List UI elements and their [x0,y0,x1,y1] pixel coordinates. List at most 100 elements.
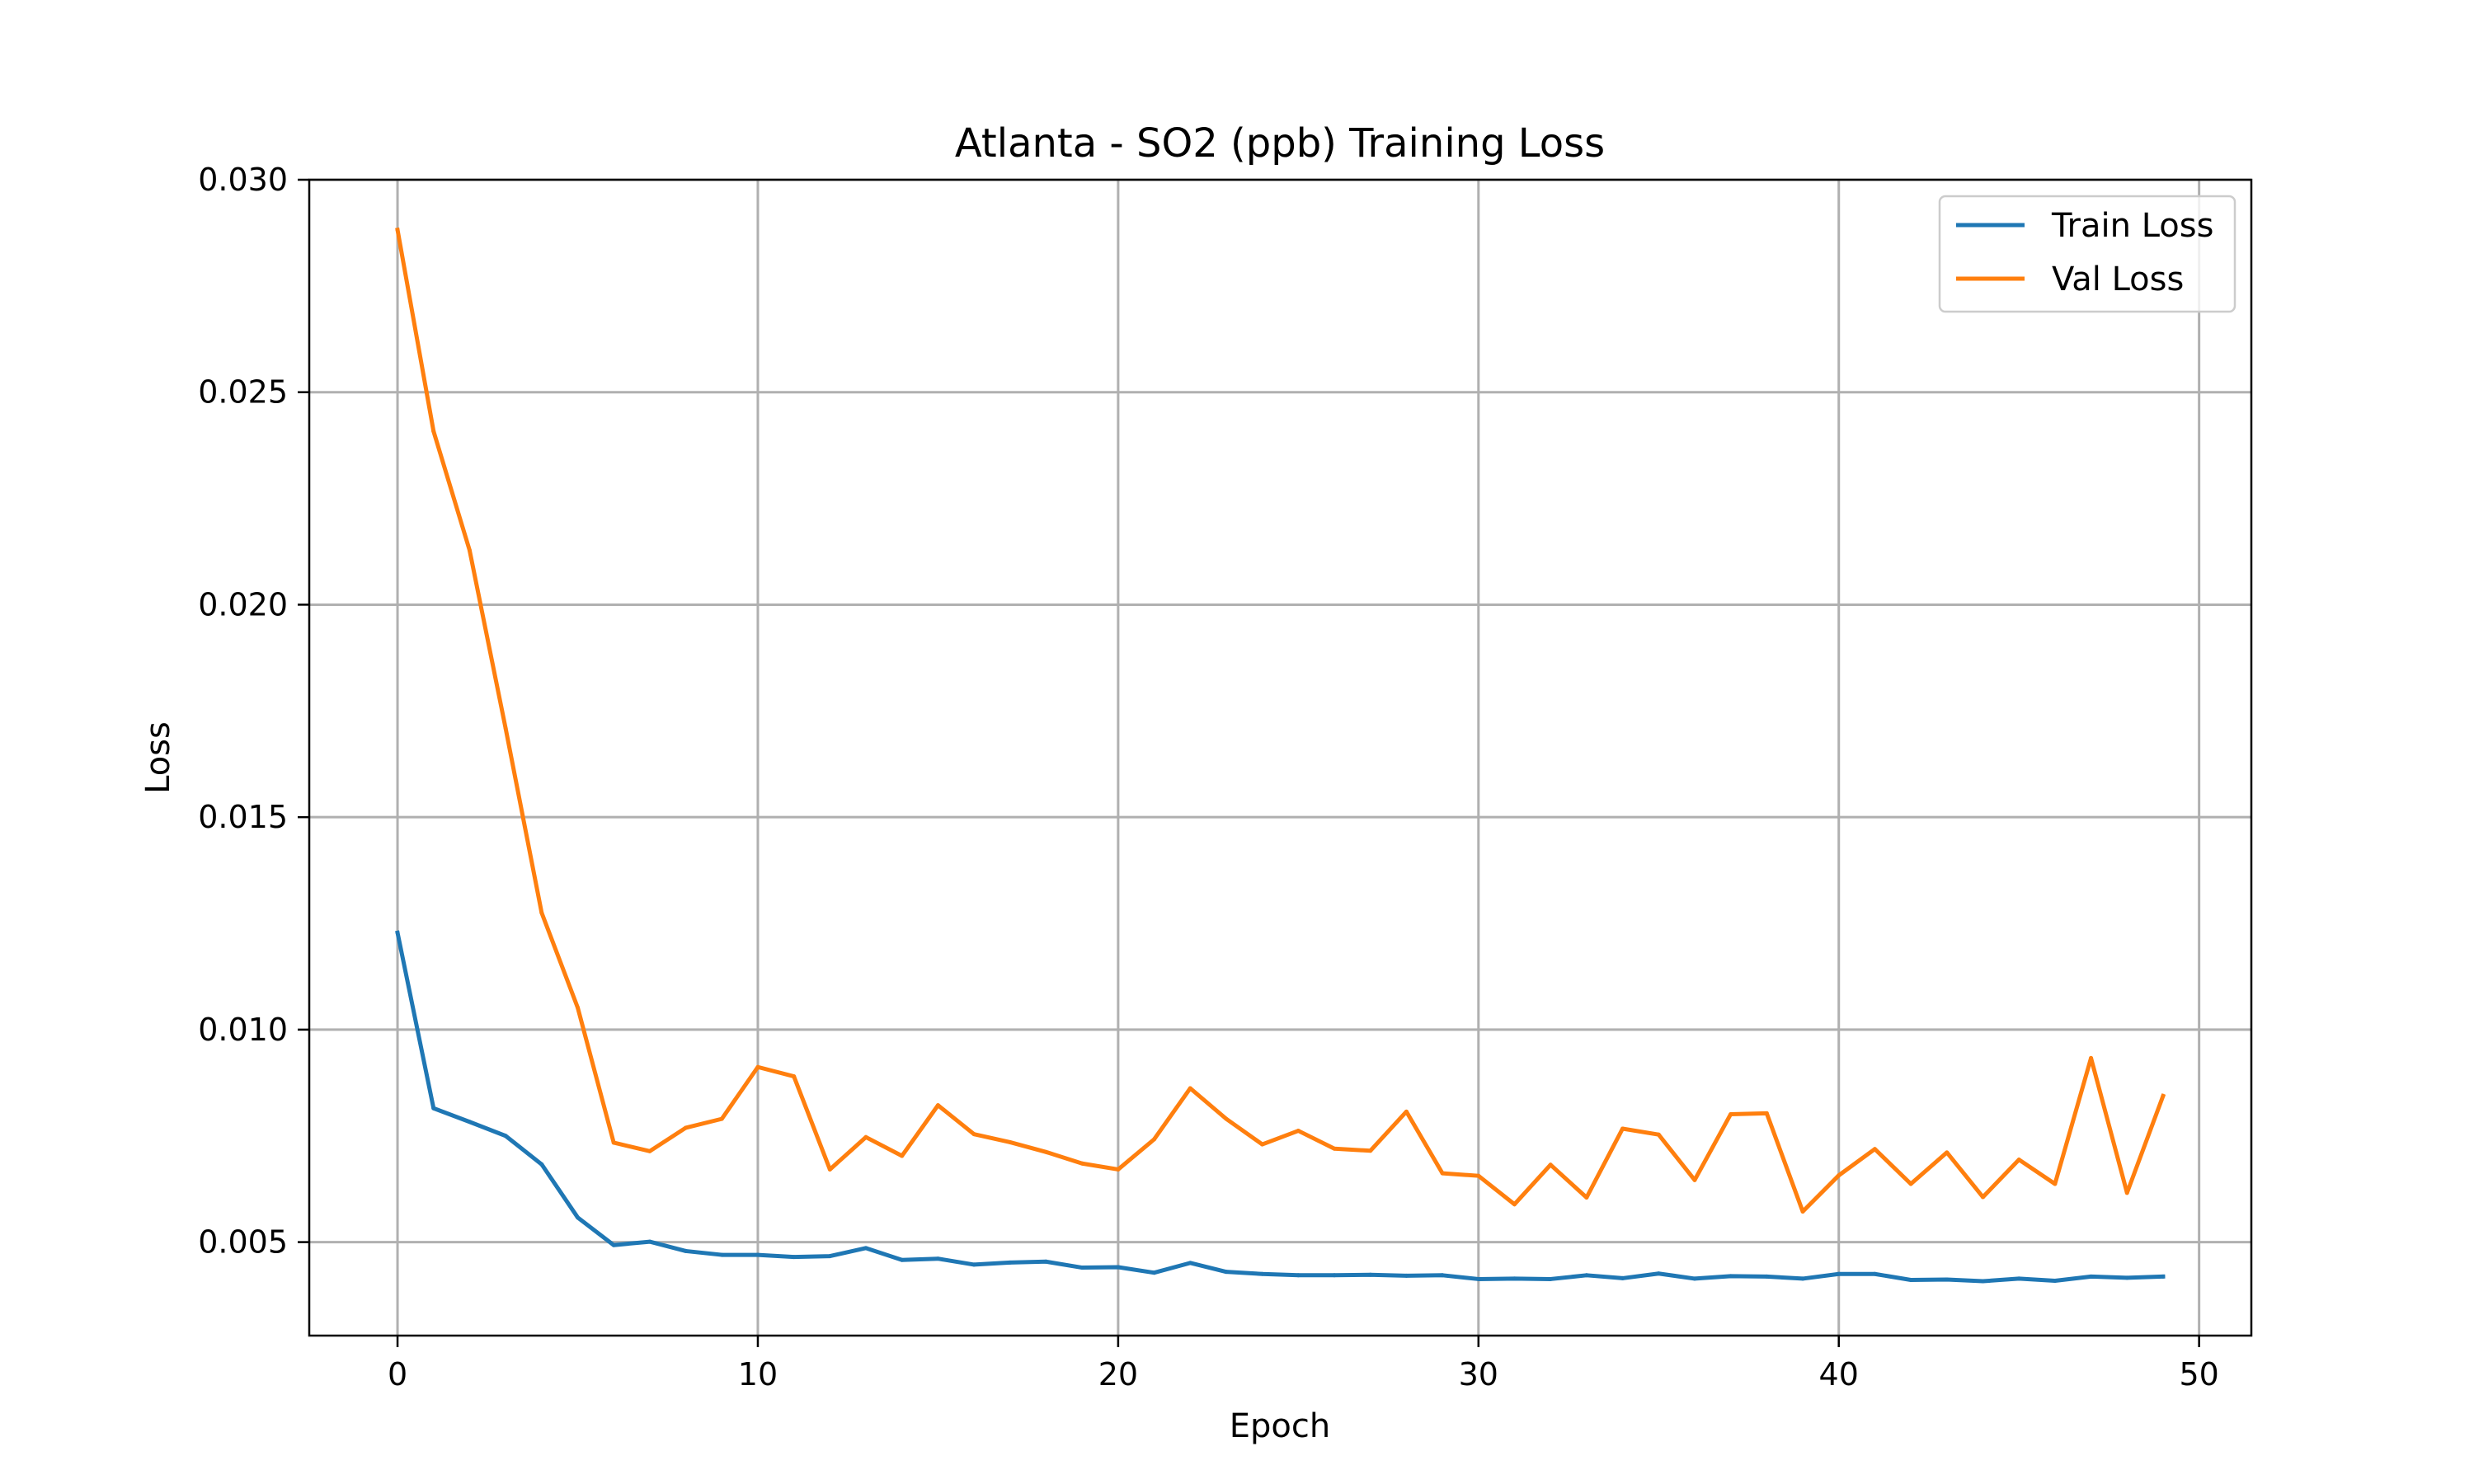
data-point-train-loss [1908,1277,1913,1282]
data-point-val-loss [576,1005,581,1010]
data-point-val-loss [467,547,472,552]
data-point-train-loss [647,1239,652,1244]
data-point-val-loss [792,1074,797,1079]
data-point-train-loss [1692,1276,1697,1281]
x-tick-label: 10 [738,1356,778,1392]
data-point-val-loss [2089,1055,2094,1060]
data-point-train-loss [1044,1259,1048,1264]
data-point-train-loss [1584,1273,1589,1278]
data-point-val-loss [971,1132,976,1137]
data-point-train-loss [935,1256,940,1261]
data-point-val-loss [1656,1132,1661,1137]
data-point-train-loss [1368,1272,1373,1277]
data-point-val-loss [1224,1116,1229,1121]
data-point-train-loss [467,1120,472,1125]
data-point-train-loss [900,1257,905,1262]
data-point-train-loss [1332,1273,1337,1278]
data-point-val-loss [1837,1173,1841,1178]
data-point-val-loss [1296,1129,1300,1134]
data-point-train-loss [792,1255,797,1260]
legend: Train Loss Val Loss [1938,195,2236,313]
grid [309,178,2251,1336]
data-point-train-loss [1764,1274,1769,1279]
data-point-train-loss [503,1134,508,1139]
data-point-train-loss [684,1248,689,1253]
data-point-val-loss [1188,1086,1192,1091]
data-point-val-loss [539,910,544,915]
y-tick-label: 0.030 [198,162,288,198]
data-point-train-loss [395,930,400,935]
data-point-train-loss [1440,1273,1445,1278]
data-point-val-loss [1008,1139,1013,1144]
data-point-val-loss [1368,1148,1373,1153]
data-point-val-loss [1548,1162,1553,1167]
data-point-train-loss [827,1254,832,1259]
plot-area-frame [308,178,2253,1337]
data-point-val-loss [1404,1109,1409,1114]
y-tick-label: 0.005 [198,1224,288,1261]
data-point-train-loss [863,1246,868,1251]
data-point-train-loss [1729,1274,1733,1279]
data-point-val-loss [1729,1111,1733,1116]
data-point-train-loss [1079,1266,1084,1270]
data-point-val-loss [2161,1093,2166,1098]
data-point-val-loss [1764,1111,1769,1115]
data-point-val-loss [1476,1173,1481,1178]
data-point-train-loss [1008,1260,1013,1265]
data-point-val-loss [2016,1158,2021,1162]
data-point-val-loss [1152,1137,1157,1142]
data-point-train-loss [1296,1273,1300,1278]
y-axis-title: Loss [139,721,177,794]
data-point-val-loss [1872,1147,1877,1152]
data-point-train-loss [1872,1271,1877,1276]
data-point-train-loss [2161,1274,2166,1279]
data-point-val-loss [935,1103,940,1108]
data-point-train-loss [431,1106,436,1111]
data-point-val-loss [1512,1202,1517,1207]
data-point-train-loss [1476,1276,1481,1281]
data-point-val-loss [1116,1167,1121,1172]
series-line-val-loss [395,227,2166,1214]
data-point-train-loss [611,1242,616,1247]
data-point-val-loss [1260,1142,1265,1147]
x-axis-title: Epoch [1230,1407,1330,1445]
legend-label-val-loss: Val Loss [2052,261,2184,298]
chart-title: Atlanta - SO2 (ppb) Training Loss [955,120,1605,167]
data-point-train-loss [576,1215,581,1220]
data-point-train-loss [1224,1270,1229,1275]
data-point-val-loss [719,1116,724,1121]
data-point-train-loss [1512,1276,1517,1281]
data-point-train-loss [1945,1277,1950,1282]
data-point-val-loss [900,1153,905,1158]
data-point-val-loss [1980,1195,1985,1200]
data-point-val-loss [431,429,436,434]
data-point-train-loss [1152,1270,1157,1275]
data-point-val-loss [395,228,400,232]
data-point-val-loss [1584,1195,1589,1200]
data-point-train-loss [1548,1276,1553,1281]
data-point-val-loss [2124,1190,2129,1195]
data-point-train-loss [1800,1276,1805,1281]
data-point-train-loss [1260,1271,1265,1276]
data-point-train-loss [719,1252,724,1257]
data-point-val-loss [1044,1149,1048,1154]
data-point-val-loss [503,726,508,730]
legend-label-train-loss: Train Loss [2051,207,2213,245]
data-point-train-loss [755,1252,760,1257]
data-point-train-loss [1656,1271,1661,1276]
data-point-val-loss [863,1134,868,1139]
y-tick-label: 0.015 [198,799,288,835]
y-tick-label: 0.025 [198,374,288,411]
data-point-train-loss [2089,1274,2094,1279]
data-point-val-loss [827,1167,832,1172]
data-point-val-loss [1440,1171,1445,1176]
y-tick-label: 0.010 [198,1012,288,1048]
data-point-val-loss [1692,1177,1697,1182]
series-line-train-loss [395,930,2166,1284]
data-point-val-loss [1620,1126,1625,1131]
x-tick-label: 50 [2179,1356,2218,1392]
x-tick-label: 30 [1459,1356,1498,1392]
y-tick-label: 0.020 [198,586,288,622]
data-point-val-loss [2053,1181,2058,1186]
